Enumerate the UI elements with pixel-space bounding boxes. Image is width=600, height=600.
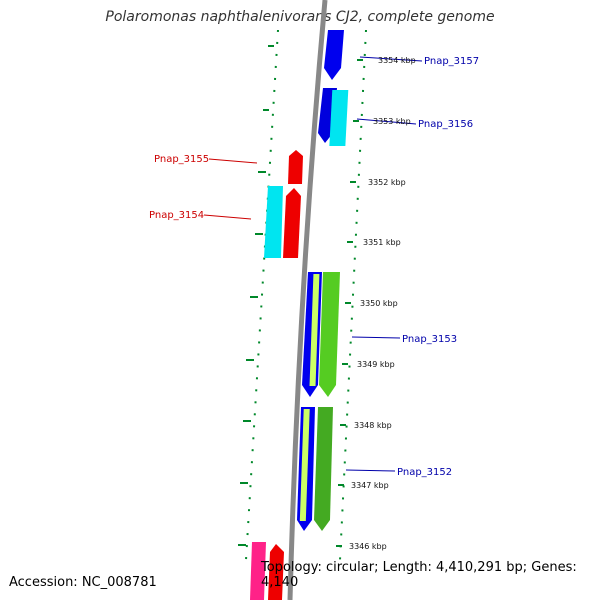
scale-tick-3351: 3351 kbp [363, 238, 401, 247]
gene-pnap-3152-green-highlight [299, 409, 310, 521]
accession-text: Accession: NC_008781 [9, 575, 157, 590]
inner-dotted-ring [245, 29, 279, 561]
scale-tick-3348: 3348 kbp [354, 421, 392, 430]
gene-pnap-3153-green[interactable] [319, 272, 340, 397]
gene-pnap-3157-arrow[interactable] [324, 30, 344, 80]
scale-tick-3352: 3352 kbp [368, 178, 406, 187]
gene-label-pnap-3153[interactable]: Pnap_3153 [402, 334, 457, 345]
scale-tick-3347: 3347 kbp [351, 481, 389, 490]
gene-pnap-3154-arrow[interactable] [283, 188, 301, 258]
scale-tick-3349: 3349 kbp [357, 360, 395, 369]
gene-pnap-3155-arrow[interactable] [288, 150, 303, 184]
gene-label-pnap-3152[interactable]: Pnap_3152 [397, 467, 452, 478]
gene-label-pnap-3154[interactable]: Pnap_3154 [149, 210, 204, 221]
scale-tick-3354: 3354 kbp [378, 56, 416, 65]
gene-reverse-red-bottom[interactable] [268, 544, 284, 600]
gene-label-pnap-3157[interactable]: Pnap_3157 [424, 56, 479, 67]
gene-pnap-3156-block[interactable] [329, 90, 349, 146]
outer-dotted-ring [339, 29, 367, 561]
gene-reverse-cyan[interactable] [264, 186, 283, 258]
gene-label-pnap-3155[interactable]: Pnap_3155 [154, 154, 209, 165]
gene-reverse-pink[interactable] [250, 542, 266, 600]
scale-tick-3353: 3353 kbp [373, 117, 411, 126]
gene-pnap-3153-green-highlight [309, 274, 320, 386]
genome-backbone [287, 0, 328, 600]
topology-text: Topology: circular; Length: 4,410,291 bp… [261, 560, 577, 590]
genome-title: Polaromonas naphthalenivorans CJ2, compl… [105, 9, 495, 25]
gene-label-pnap-3156[interactable]: Pnap_3156 [418, 119, 473, 130]
scale-tick-3350: 3350 kbp [360, 299, 398, 308]
ring-tick-marks [238, 45, 363, 547]
gene-pnap-3152-green[interactable] [314, 407, 333, 531]
label-leader-lines [203, 56, 423, 472]
scale-tick-3346: 3346 kbp [349, 542, 387, 551]
